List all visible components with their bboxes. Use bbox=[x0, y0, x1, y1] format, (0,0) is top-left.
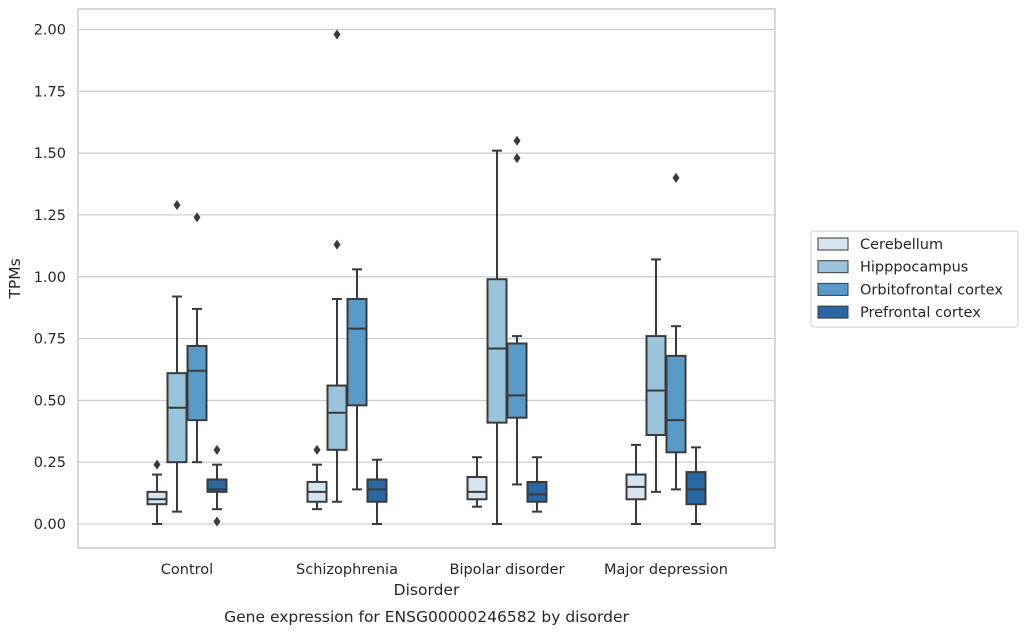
box-group bbox=[645, 258, 667, 493]
outlier-point bbox=[513, 153, 521, 164]
outlier-point bbox=[513, 135, 521, 146]
x-tick-label: Schizophrenia bbox=[296, 562, 398, 578]
outlier-point bbox=[333, 29, 341, 40]
y-tick-label: 2.00 bbox=[34, 23, 66, 39]
box bbox=[146, 490, 168, 506]
legend: Cerebellum Hipppocampus Orbitofrontal cort… bbox=[810, 230, 1019, 328]
box bbox=[186, 344, 208, 422]
box-group bbox=[306, 444, 328, 511]
outlier-point bbox=[213, 516, 221, 527]
x-tick-label: Control bbox=[161, 562, 213, 578]
box-group bbox=[685, 446, 707, 525]
y-tick-label: 0.00 bbox=[34, 517, 66, 533]
box bbox=[665, 354, 687, 454]
box-groups bbox=[146, 29, 707, 527]
y-tick-label: 1.00 bbox=[34, 270, 66, 286]
legend-swatch bbox=[817, 305, 849, 319]
x-tick-label: Major depression bbox=[604, 562, 728, 578]
box bbox=[166, 372, 188, 464]
box-group bbox=[526, 456, 548, 513]
legend-frame bbox=[810, 230, 1019, 328]
box-group bbox=[506, 135, 528, 486]
box bbox=[346, 298, 368, 407]
box bbox=[526, 480, 548, 503]
box-group bbox=[466, 456, 488, 508]
plot-frame bbox=[77, 8, 776, 549]
legend-swatch bbox=[817, 260, 849, 274]
box-group bbox=[346, 268, 368, 491]
outlier-point bbox=[193, 212, 201, 223]
box bbox=[506, 342, 528, 419]
box bbox=[466, 476, 488, 501]
x-axis-ticks: Control Schizophrenia Bipolar disorder Majo… bbox=[161, 562, 728, 578]
box bbox=[685, 471, 707, 506]
box bbox=[366, 478, 388, 503]
legend-swatch bbox=[817, 282, 849, 296]
box-group bbox=[206, 444, 228, 527]
box bbox=[326, 384, 348, 451]
chart-caption: Gene expression for ENSG00000246582 by d… bbox=[224, 608, 629, 626]
box bbox=[645, 335, 667, 436]
y-tick-label: 1.75 bbox=[34, 84, 66, 100]
x-axis-label: Disorder bbox=[394, 581, 460, 599]
box-group bbox=[486, 149, 508, 525]
y-axis-label: TPMs bbox=[6, 258, 24, 299]
y-tick-label: 1.25 bbox=[34, 208, 66, 224]
legend-label: Orbitofrontal cortex bbox=[860, 282, 1003, 298]
y-tick-label: 0.75 bbox=[34, 332, 66, 348]
box-group bbox=[625, 443, 647, 525]
box-group bbox=[146, 459, 168, 525]
outlier-point bbox=[313, 444, 321, 455]
box-group bbox=[186, 212, 208, 464]
outlier-point bbox=[153, 459, 161, 470]
x-tick-label: Bipolar disorder bbox=[450, 562, 565, 578]
box-group bbox=[665, 172, 687, 491]
legend-swatch bbox=[817, 237, 849, 251]
y-tick-label: 0.25 bbox=[34, 455, 66, 471]
y-tick-label: 0.50 bbox=[34, 393, 66, 409]
box-group bbox=[366, 458, 388, 525]
box-group bbox=[326, 29, 348, 503]
outlier-point bbox=[333, 239, 341, 250]
legend-label: Prefrontal cortex bbox=[860, 305, 981, 321]
y-axis-ticks: 0.00 0.25 0.50 0.75 1.00 1.25 1.50 1.75 2.00 bbox=[34, 23, 66, 534]
y-tick-label: 1.50 bbox=[34, 146, 66, 162]
plot-area bbox=[78, 9, 775, 548]
outlier-point bbox=[173, 200, 181, 211]
legend-label: Cerebellum bbox=[860, 237, 943, 253]
outlier-point bbox=[672, 172, 680, 183]
box bbox=[486, 278, 508, 424]
outlier-point bbox=[213, 444, 221, 455]
legend-label: Hipppocampus bbox=[860, 260, 968, 276]
